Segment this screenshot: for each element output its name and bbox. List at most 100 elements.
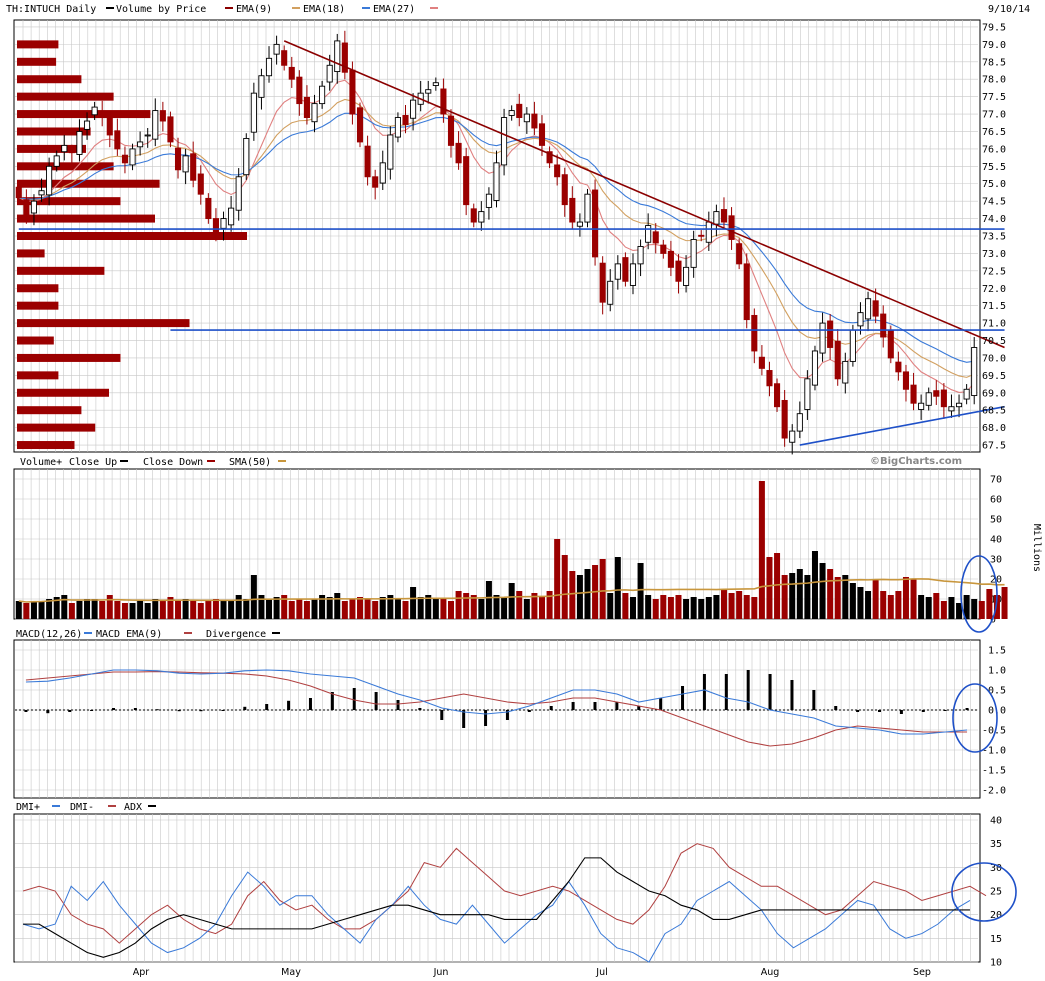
volume-bar bbox=[281, 595, 288, 619]
candle-body bbox=[804, 378, 811, 410]
macd-divergence-bar bbox=[177, 710, 181, 712]
volume-bar bbox=[675, 595, 682, 619]
dmi-tick-label: 15 bbox=[990, 934, 1002, 945]
dmi-tick-label: 20 bbox=[990, 910, 1002, 921]
candle-body bbox=[402, 115, 409, 125]
candle-body bbox=[501, 117, 508, 166]
volume-bar bbox=[865, 591, 872, 619]
price-tick-label: 69.5 bbox=[982, 371, 1006, 382]
macd-divergence-bar bbox=[155, 709, 159, 711]
macd-divergence-bar bbox=[899, 710, 903, 714]
candle-body bbox=[341, 42, 348, 73]
volume-bar bbox=[872, 579, 879, 619]
candle-body bbox=[265, 57, 273, 77]
volume-bar bbox=[774, 553, 781, 619]
price-tick-label: 70.5 bbox=[982, 336, 1006, 347]
candle-body bbox=[842, 360, 849, 384]
volume-by-price-bar bbox=[17, 92, 114, 101]
volume-by-price-bar bbox=[17, 336, 54, 345]
chart-title: TH:INTUCH Daily bbox=[6, 4, 96, 15]
volume-bar bbox=[258, 595, 265, 619]
macd-divergence-bar bbox=[68, 710, 72, 712]
candle-body bbox=[68, 151, 75, 154]
volume-bar bbox=[743, 595, 750, 619]
macd-divergence-bar bbox=[724, 674, 728, 710]
candle-body bbox=[228, 207, 235, 226]
candle-body bbox=[273, 43, 280, 55]
candle-body bbox=[220, 218, 227, 229]
macd-divergence-bar bbox=[24, 710, 28, 712]
candle-body bbox=[137, 141, 144, 148]
volume-bar bbox=[857, 587, 864, 619]
candle-body bbox=[447, 115, 455, 146]
dmi-tick-label: 30 bbox=[990, 863, 1002, 874]
volume-bar bbox=[144, 603, 151, 619]
volume-bar bbox=[690, 597, 697, 619]
volume-bar bbox=[561, 555, 568, 619]
dmi-legend-plus-swatch bbox=[52, 805, 60, 807]
macd-legend-main: MACD(12,26) bbox=[16, 629, 82, 640]
volume-bar bbox=[84, 599, 91, 619]
macd-tick-label: -1.5 bbox=[982, 766, 1006, 777]
candle-body bbox=[683, 266, 690, 286]
volume-legend-title: Volume+ bbox=[20, 457, 62, 468]
volume-bar bbox=[250, 575, 257, 619]
candle-body bbox=[728, 215, 735, 240]
volume-bar bbox=[114, 601, 121, 619]
volume-bars bbox=[15, 481, 1008, 619]
volume-by-price-bar bbox=[17, 110, 151, 119]
candle-body bbox=[174, 147, 182, 171]
volume-bar bbox=[963, 595, 970, 619]
candle-body bbox=[918, 402, 925, 410]
volume-bar bbox=[933, 593, 940, 619]
macd-legend-divergence-swatch bbox=[272, 632, 280, 634]
volume-bar bbox=[925, 597, 932, 619]
volume-bar bbox=[622, 593, 629, 619]
volume-bar bbox=[167, 597, 174, 619]
volume-bar bbox=[410, 587, 417, 619]
volume-by-price-bar bbox=[17, 249, 45, 258]
candle-body bbox=[212, 218, 219, 233]
volume-legend: Volume+ Close Up Close Down SMA(50) bbox=[20, 457, 286, 468]
price-tick-label: 67.5 bbox=[982, 441, 1006, 452]
volume-bar bbox=[819, 563, 826, 619]
volume-bar bbox=[493, 595, 500, 619]
candle-body bbox=[121, 154, 128, 164]
candle-body bbox=[197, 173, 204, 195]
candle-body bbox=[99, 110, 106, 118]
volume-bar bbox=[538, 597, 545, 619]
volume-by-price-bar bbox=[17, 75, 82, 84]
volume-bar bbox=[38, 601, 45, 619]
dmi-legend-plus: DMI+ bbox=[16, 802, 40, 813]
volume-legend-sma: SMA(50) bbox=[229, 457, 271, 468]
header-legend: Volume by Price EMA(9) EMA(18) EMA(27) bbox=[106, 4, 438, 15]
volume-bar bbox=[683, 599, 690, 619]
candle-body bbox=[576, 221, 583, 227]
brand-label: ©BigCharts.com bbox=[870, 456, 962, 467]
volume-bar bbox=[129, 603, 136, 619]
volume-tick-label: 70 bbox=[990, 475, 1002, 486]
candle-body bbox=[114, 130, 121, 150]
candle-body bbox=[796, 413, 803, 432]
price-tick-label: 71.5 bbox=[982, 301, 1006, 312]
volume-bar bbox=[902, 577, 909, 619]
volume-bar bbox=[288, 601, 295, 619]
dmi-series bbox=[22, 843, 987, 963]
dmi-legend-minus-swatch bbox=[108, 805, 116, 807]
volume-bar bbox=[667, 597, 674, 619]
volume-bar bbox=[319, 595, 326, 619]
candle-body bbox=[167, 116, 174, 143]
price-tick-label: 77.0 bbox=[982, 110, 1006, 121]
macd-divergence-bar bbox=[921, 710, 925, 712]
candle-body bbox=[637, 246, 644, 265]
volume-bar bbox=[334, 593, 341, 619]
month-label: May bbox=[281, 967, 301, 978]
candle-body bbox=[569, 197, 576, 223]
volume-bar bbox=[660, 595, 667, 619]
volume-bar bbox=[554, 539, 561, 619]
candle-body bbox=[30, 200, 38, 214]
candle-body bbox=[614, 263, 621, 280]
price-tick-label: 74.5 bbox=[982, 197, 1006, 208]
volume-bar bbox=[296, 599, 303, 619]
macd-panel bbox=[13, 639, 981, 799]
